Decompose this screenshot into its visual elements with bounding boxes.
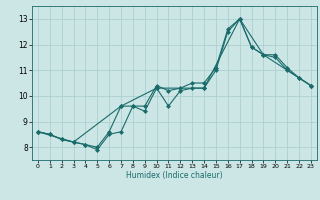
- X-axis label: Humidex (Indice chaleur): Humidex (Indice chaleur): [126, 171, 223, 180]
